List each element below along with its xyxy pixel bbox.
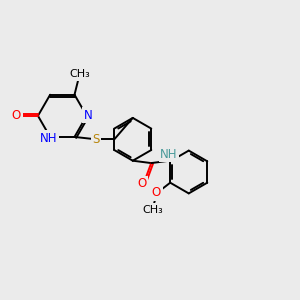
Text: CH₃: CH₃ <box>69 69 90 79</box>
Text: O: O <box>137 177 146 190</box>
Text: NH: NH <box>40 132 57 145</box>
Text: S: S <box>92 134 100 146</box>
Text: O: O <box>12 109 21 122</box>
Text: NH: NH <box>160 148 178 161</box>
Text: O: O <box>152 186 161 199</box>
Text: N: N <box>83 109 92 122</box>
Text: CH₃: CH₃ <box>142 205 163 215</box>
